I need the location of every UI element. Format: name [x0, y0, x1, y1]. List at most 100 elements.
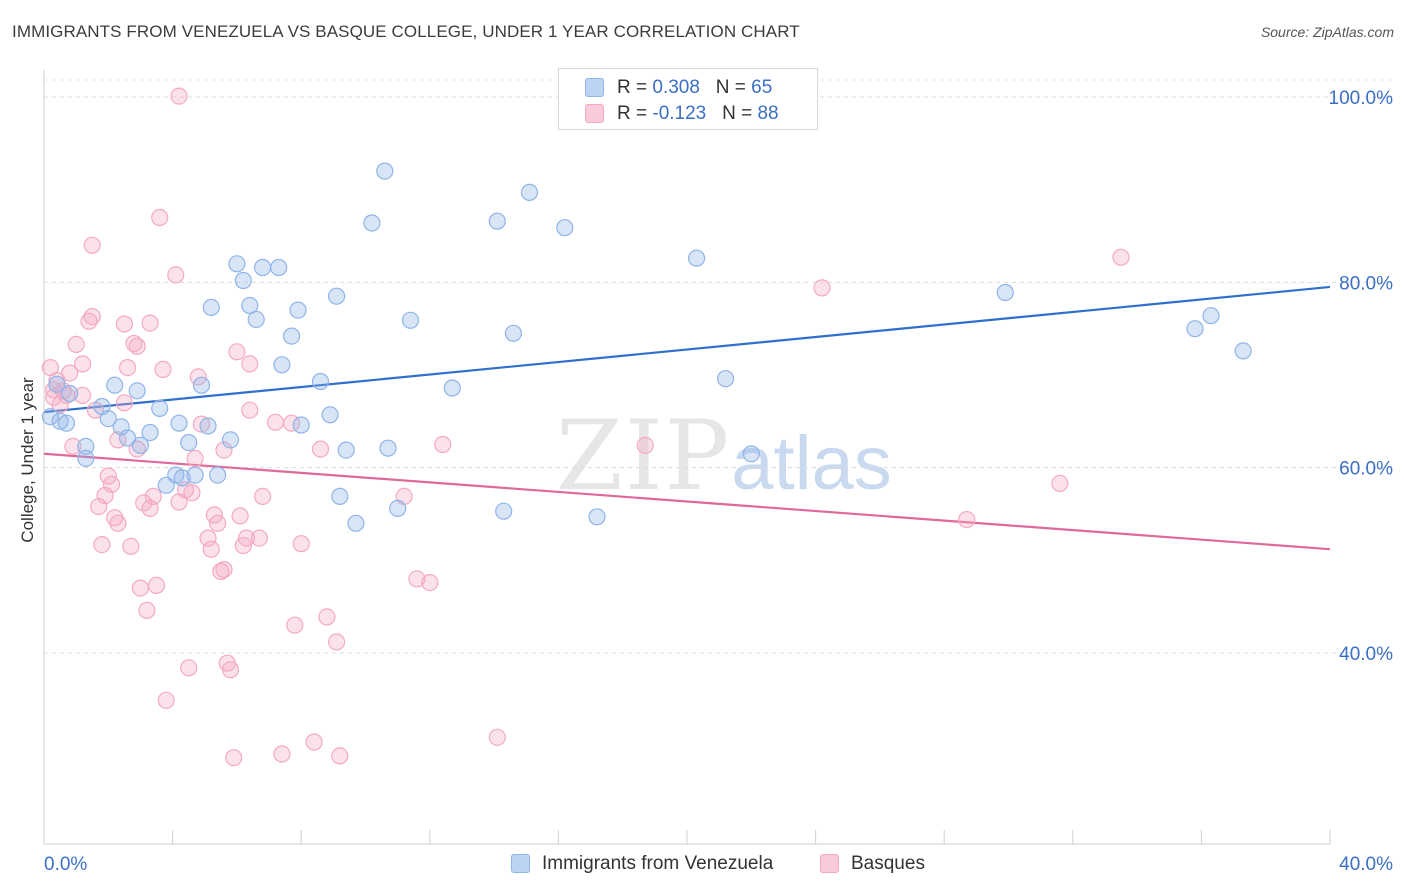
y-tick-label: 100.0% — [1329, 88, 1394, 109]
point-venezuela — [996, 283, 1014, 302]
legend-r-value: 0.308 — [652, 77, 700, 98]
point-basques — [183, 484, 201, 502]
point-venezuela — [337, 441, 355, 459]
point-basques — [225, 749, 243, 767]
point-basques — [199, 529, 217, 547]
point-basques — [311, 440, 330, 458]
point-basques — [115, 315, 134, 333]
x-tick-label: 40.0% — [1339, 854, 1393, 875]
source-note: Source: ZipAtlas.com — [1260, 24, 1394, 40]
point-basques — [170, 87, 188, 105]
x-tick-label: 0.0% — [44, 854, 87, 875]
axes — [43, 70, 1331, 845]
point-basques — [93, 535, 111, 554]
point-venezuela — [283, 327, 301, 345]
point-basques — [67, 335, 85, 353]
point-venezuela — [106, 376, 124, 394]
point-basques — [73, 355, 92, 373]
point-basques — [331, 747, 349, 765]
point-basques — [273, 745, 291, 763]
point-basques — [318, 608, 336, 626]
point-basques — [151, 208, 169, 227]
point-basques — [147, 576, 166, 595]
point-venezuela — [118, 429, 137, 447]
trend-line-basques — [43, 452, 1331, 551]
point-venezuela — [199, 417, 217, 435]
point-venezuela — [1234, 342, 1252, 360]
point-basques — [118, 359, 137, 377]
point-venezuela — [270, 258, 288, 277]
point-venezuela — [520, 183, 539, 201]
point-basques — [328, 633, 346, 651]
point-basques — [157, 691, 175, 709]
point-venezuela — [170, 414, 188, 432]
point-basques — [64, 437, 82, 455]
point-venezuela — [41, 408, 60, 426]
point-venezuela — [292, 416, 310, 434]
y-tick-label: 40.0% — [1339, 644, 1393, 665]
point-venezuela — [376, 162, 394, 180]
legend-n-value: 65 — [751, 77, 773, 98]
point-basques — [83, 236, 101, 254]
point-venezuela — [401, 311, 420, 329]
point-basques — [241, 355, 259, 373]
point-basques — [180, 659, 198, 677]
data-points — [41, 87, 1252, 767]
point-basques — [128, 337, 146, 355]
point-basques — [254, 487, 272, 505]
point-venezuela — [504, 324, 523, 342]
point-basques — [122, 537, 140, 556]
point-basques — [958, 510, 976, 529]
point-venezuela — [77, 437, 95, 455]
point-basques — [215, 441, 233, 459]
point-venezuela — [588, 508, 606, 526]
point-basques — [106, 509, 124, 527]
point-venezuela — [209, 466, 227, 484]
point-basques — [61, 364, 79, 382]
point-venezuela — [488, 212, 506, 230]
point-basques — [305, 733, 323, 751]
point-venezuela — [328, 287, 346, 305]
point-venezuela — [192, 376, 211, 394]
point-basques — [209, 514, 227, 532]
point-basques — [1051, 474, 1069, 492]
point-venezuela — [51, 412, 69, 430]
legend-label-venezuela: Immigrants from Venezuela — [542, 853, 774, 874]
legend-n-value: 88 — [757, 103, 779, 124]
point-venezuela — [141, 423, 159, 442]
point-basques — [215, 560, 233, 579]
legend-n-label: N = — [722, 103, 758, 124]
point-basques — [154, 360, 172, 378]
point-basques — [813, 279, 831, 297]
point-venezuela — [289, 301, 307, 319]
point-basques — [192, 415, 211, 433]
point-venezuela — [202, 298, 220, 316]
point-venezuela — [443, 379, 461, 397]
point-venezuela — [57, 414, 76, 432]
y-tick-label: 80.0% — [1339, 273, 1393, 294]
point-basques — [266, 413, 285, 431]
point-basques — [144, 487, 162, 505]
trend-lines — [43, 285, 1331, 551]
point-basques — [115, 394, 134, 412]
legend-r-label: R = — [617, 103, 653, 124]
legend-r-value: -0.123 — [652, 103, 707, 124]
point-basques — [73, 386, 92, 404]
point-basques — [228, 343, 246, 361]
point-basques — [636, 436, 654, 454]
point-venezuela — [331, 487, 349, 505]
point-basques — [109, 514, 127, 532]
point-basques — [241, 401, 259, 419]
point-venezuela — [180, 434, 198, 452]
point-venezuela — [128, 382, 146, 400]
point-basques — [138, 601, 156, 620]
point-venezuela — [48, 375, 66, 393]
legend-swatch-basques — [820, 854, 839, 873]
point-venezuela — [234, 271, 252, 290]
point-venezuela — [1186, 320, 1204, 338]
point-basques — [202, 540, 220, 558]
point-venezuela — [389, 499, 407, 517]
y-axis-label: College, Under 1 year — [18, 377, 37, 543]
point-venezuela — [495, 502, 513, 520]
